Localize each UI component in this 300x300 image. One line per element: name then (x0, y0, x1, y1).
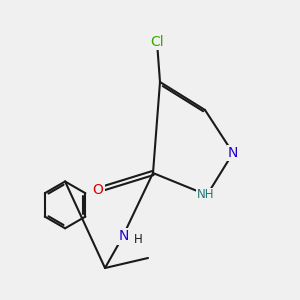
Text: N: N (228, 146, 238, 160)
Text: O: O (93, 183, 104, 197)
Text: NH: NH (197, 188, 214, 202)
Text: H: H (134, 233, 143, 246)
Text: Cl: Cl (150, 35, 164, 49)
Text: N: N (118, 230, 129, 244)
